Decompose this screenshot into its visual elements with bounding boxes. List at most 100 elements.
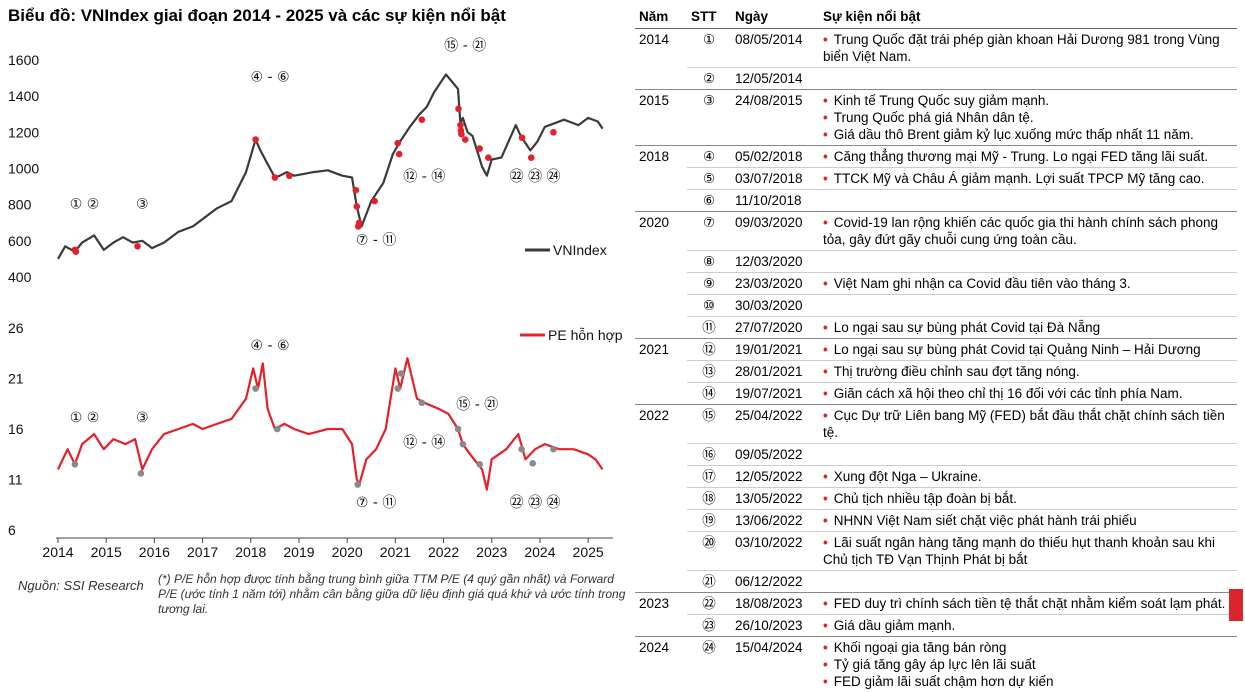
event-annotation: ⑦ - ⑪ — [356, 232, 397, 248]
event-item: •Giãn cách xã hội theo chỉ thị 16 đối vớ… — [823, 385, 1233, 402]
event-text: FED giảm lãi suất chậm hơn dự kiến — [834, 674, 1054, 689]
header-stt: STT — [687, 5, 731, 29]
event-annotation: ④ - ⑥ — [251, 70, 290, 86]
cell-date: 27/07/2020 — [731, 317, 819, 339]
cell-date: 23/03/2020 — [731, 273, 819, 295]
event-annotation: ③ — [136, 196, 149, 212]
cell-event: •Lo ngại sau sự bùng phát Covid tại Quản… — [819, 339, 1237, 361]
event-text: FED duy trì chính sách tiền tệ thắt chặt… — [834, 596, 1226, 611]
event-dot-pe — [274, 426, 281, 433]
event-text: NHNN Việt Nam siết chặt việc phát hành t… — [834, 513, 1137, 528]
cell-event: • Chủ tịch nhiều tập đoàn bị bắt. — [819, 488, 1237, 510]
header-year: Năm — [635, 5, 687, 29]
event-item: •TTCK Mỹ và Châu Á giảm mạnh. Lợi suất T… — [823, 170, 1233, 187]
event-item: •Cục Dự trữ Liên bang Mỹ (FED) bắt đầu t… — [823, 407, 1233, 441]
event-item: •Xung đột Nga – Ukraine. — [823, 468, 1233, 485]
cell-stt: ⑨ — [687, 273, 731, 295]
cell-stt: ⑳ — [687, 532, 731, 571]
cell-event: •Giá dầu giảm mạnh. — [819, 615, 1237, 637]
cell-date: 24/08/2015 — [731, 90, 819, 146]
y-tick-label: 16 — [8, 421, 24, 437]
cell-event: •Kinh tế Trung Quốc suy giảm mạnh.•Trung… — [819, 90, 1237, 146]
y-tick-label: 1200 — [8, 124, 39, 140]
bullet-icon: • — [823, 657, 828, 672]
cell-stt: ㉔ — [687, 637, 731, 692]
cell-year: 2023 — [635, 593, 687, 637]
event-dot-vnindex — [550, 129, 557, 136]
cell-date: 11/10/2018 — [731, 190, 819, 212]
event-dot-pe — [138, 470, 145, 477]
event-dot-pe — [550, 446, 557, 453]
cell-date: 30/03/2020 — [731, 295, 819, 317]
event-dot-vnindex — [286, 172, 293, 179]
bullet-icon: • — [823, 640, 828, 655]
event-dot-vnindex — [462, 136, 469, 143]
x-tick-label: 2015 — [91, 544, 122, 560]
event-text: Trung Quốc đặt trái phép giàn khoan Hải … — [823, 32, 1220, 64]
bullet-icon: • — [823, 491, 828, 506]
cell-date: 05/02/2018 — [731, 146, 819, 168]
cell-year: 2020 — [635, 212, 687, 339]
cell-date: 06/12/2022 — [731, 571, 819, 593]
event-item: •Covid-19 lan rộng khiến các quốc gia th… — [823, 214, 1233, 248]
cell-stt: ⑫ — [687, 339, 731, 361]
event-item: •Tỷ giá tăng gây áp lực lên lãi suất — [823, 656, 1233, 673]
event-dot-pe — [460, 441, 467, 448]
bullet-icon: • — [823, 535, 828, 550]
event-dot-pe — [529, 460, 536, 467]
event-annotation: ⑦ - ⑪ — [356, 495, 397, 511]
cell-stt: ⑦ — [687, 212, 731, 251]
cell-stt: ⑭ — [687, 383, 731, 405]
event-dot-pe — [518, 446, 525, 453]
bullet-icon: • — [823, 149, 828, 164]
event-text: Lo ngại sau sự bùng phát Covid tại Quảng… — [834, 342, 1201, 357]
cell-event — [819, 295, 1237, 317]
event-dot-vnindex — [396, 151, 403, 158]
cell-event: •Giãn cách xã hội theo chỉ thị 16 đối vớ… — [819, 383, 1237, 405]
cell-event: •Lãi suất ngân hàng tăng mạnh do thiếu h… — [819, 532, 1237, 571]
bullet-icon: • — [823, 127, 828, 142]
x-tick-label: 2020 — [332, 544, 363, 560]
event-dot-pe — [72, 461, 79, 468]
cell-event: •Trung Quốc đặt trái phép giàn khoan Hải… — [819, 29, 1237, 68]
cell-stt: ⑧ — [687, 251, 731, 273]
bullet-icon: • — [823, 386, 828, 401]
event-dot-vnindex — [476, 145, 483, 152]
bullet-icon: • — [823, 93, 828, 108]
event-annotation: ㉒ ㉓ ㉔ — [510, 495, 561, 511]
cell-date: 28/01/2021 — [731, 361, 819, 383]
event-annotation: ③ — [136, 410, 149, 426]
cell-stt: ③ — [687, 90, 731, 146]
event-text: Giá dầu thô Brent giảm kỷ lục xuống mức … — [834, 127, 1194, 142]
bullet-icon: • — [823, 596, 828, 611]
cell-date: 12/03/2020 — [731, 251, 819, 273]
event-item: •Căng thẳng thương mại Mỹ - Trung. Lo ng… — [823, 148, 1233, 165]
x-tick-label: 2022 — [428, 544, 459, 560]
y-tick-label: 1400 — [8, 88, 39, 104]
legend-label: PE hỗn hợp — [548, 327, 623, 343]
event-text: Chủ tịch nhiều tập đoàn bị bắt. — [834, 491, 1017, 506]
cell-stt: ① — [687, 29, 731, 68]
cell-date: 18/08/2023 — [731, 593, 819, 615]
cell-date: 12/05/2014 — [731, 68, 819, 90]
event-dot-vnindex — [134, 243, 141, 250]
header-date: Ngày — [731, 5, 819, 29]
y-tick-label: 11 — [8, 472, 23, 488]
event-annotation: ⑮ - ㉑ — [456, 397, 498, 413]
bullet-icon: • — [823, 110, 828, 125]
y-tick-label: 6 — [8, 522, 16, 538]
cell-date: 03/10/2022 — [731, 532, 819, 571]
cell-date: 12/05/2022 — [731, 466, 819, 488]
event-text: Giá dầu giảm mạnh. — [834, 618, 956, 633]
event-item: • Chủ tịch nhiều tập đoàn bị bắt. — [823, 490, 1233, 507]
cell-date: 25/04/2022 — [731, 405, 819, 444]
bullet-icon: • — [823, 171, 828, 186]
cell-stt: ⑥ — [687, 190, 731, 212]
cell-year: 2014 — [635, 29, 687, 90]
